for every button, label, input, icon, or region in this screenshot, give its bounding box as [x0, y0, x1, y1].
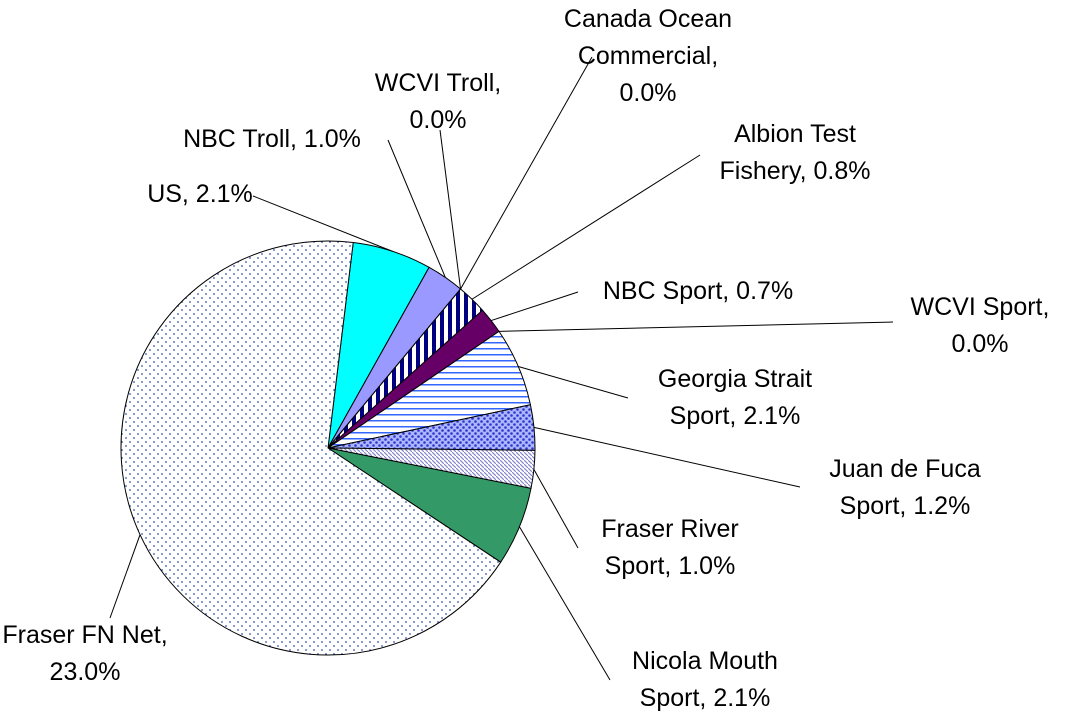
leader-line [490, 291, 579, 322]
leader-line [499, 321, 894, 332]
data-label: Fraser River Sport, 1.0% [601, 515, 739, 580]
data-label: WCVI Sport, 0.0% [911, 293, 1050, 358]
data-label: WCVI Troll, 0.0% [375, 69, 501, 134]
data-label: US, 2.1% [147, 180, 253, 208]
leader-line [533, 426, 801, 488]
data-label: Georgia Strait Sport, 2.1% [658, 365, 812, 430]
leader-line [518, 366, 629, 399]
data-label: Canada Ocean Commercial, 0.0% [564, 5, 732, 107]
leader-line [439, 129, 462, 290]
leader-line [519, 526, 611, 681]
data-label: NBC Troll, 1.0% [183, 125, 361, 153]
leader-line [109, 534, 141, 619]
leader-line [460, 56, 593, 290]
data-label: Nicola Mouth Sport, 2.1% [632, 647, 778, 712]
data-label: Albion Test Fishery, 0.8% [720, 120, 871, 185]
leader-line [252, 195, 393, 252]
leader-line [387, 139, 446, 278]
data-label: NBC Sport, 0.7% [603, 277, 793, 305]
leader-line [533, 469, 579, 549]
leader-line [471, 154, 701, 300]
data-label: Juan de Fuca Sport, 1.2% [829, 455, 981, 520]
data-label: Fraser FN Net, 23.0% [2, 621, 167, 686]
